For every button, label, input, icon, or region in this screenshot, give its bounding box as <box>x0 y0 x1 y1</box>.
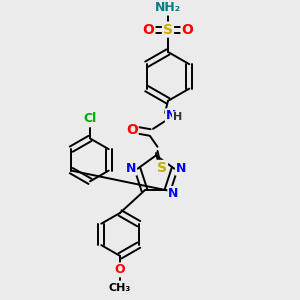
Text: O: O <box>142 22 154 37</box>
Text: N: N <box>176 162 186 175</box>
Text: N: N <box>168 187 178 200</box>
Text: Cl: Cl <box>83 112 97 124</box>
Text: CH₃: CH₃ <box>109 283 131 293</box>
Text: O: O <box>126 123 138 137</box>
Text: N: N <box>166 109 176 122</box>
Text: O: O <box>115 263 125 276</box>
Text: S: S <box>157 161 167 175</box>
Text: O: O <box>182 22 194 37</box>
Text: S: S <box>163 22 173 37</box>
Text: N: N <box>126 162 136 175</box>
Text: NH₂: NH₂ <box>155 1 181 14</box>
Text: H: H <box>173 112 182 122</box>
